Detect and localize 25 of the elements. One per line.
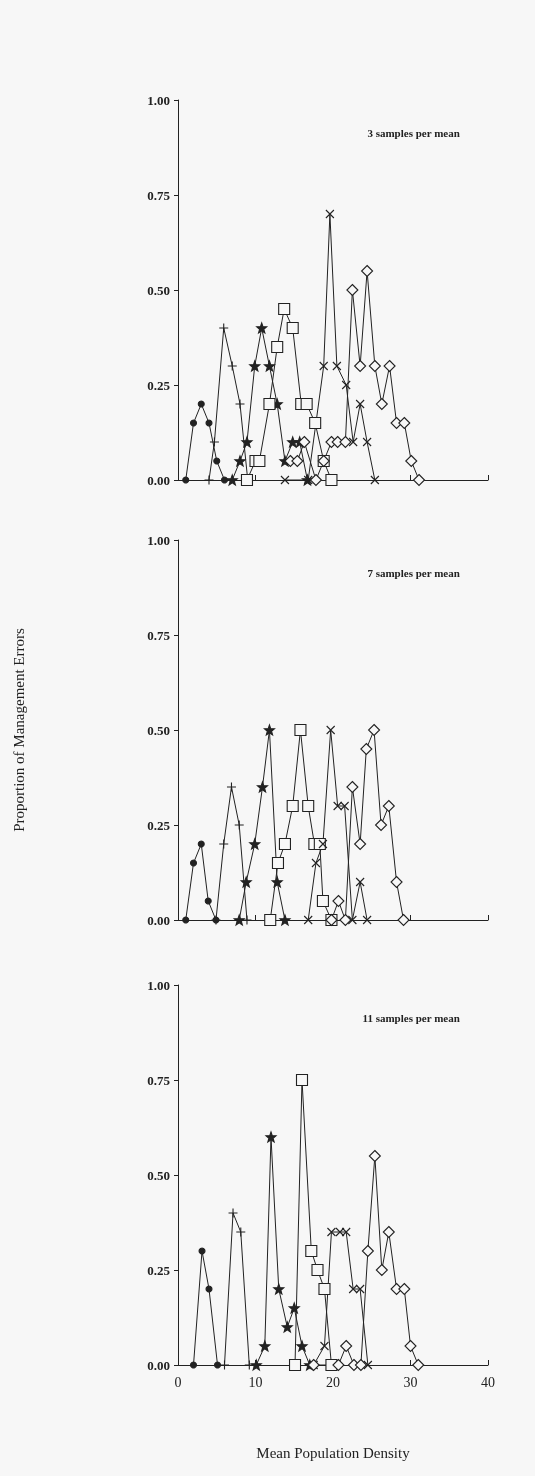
y-tick-label: 0.25 bbox=[147, 817, 171, 833]
text: 3 samples per mean bbox=[367, 126, 460, 139]
y-tick-label: 0.00 bbox=[147, 472, 170, 488]
y-tick-label: 0.75 bbox=[147, 627, 171, 643]
x-tick-label: 30 bbox=[403, 1374, 418, 1390]
y-tick-label: 0.25 bbox=[147, 377, 171, 393]
y-tick-label: 0.25 bbox=[147, 1262, 171, 1278]
y-tick-label: 1.00 bbox=[147, 977, 170, 993]
x-tick-label: 10 bbox=[248, 1374, 263, 1390]
y-tick-label: 1.00 bbox=[147, 532, 170, 548]
y-axis-title: Proportion of Management Errors bbox=[10, 627, 27, 832]
x-axis-title: Mean Population Density bbox=[256, 1444, 411, 1461]
y-tick-label: 0.00 bbox=[147, 1357, 170, 1373]
y-tick-label: 0.50 bbox=[147, 1167, 170, 1183]
text: 11 samples per mean bbox=[362, 1011, 460, 1024]
y-tick-label: 0.50 bbox=[147, 722, 170, 738]
text: 7 samples per mean bbox=[367, 566, 460, 579]
y-tick-label: 0.50 bbox=[147, 282, 170, 298]
x-tick-label: 40 bbox=[481, 1374, 495, 1390]
y-tick-label: 0.00 bbox=[147, 912, 170, 928]
x-tick-label: 20 bbox=[326, 1374, 340, 1390]
y-tick-label: 1.00 bbox=[147, 92, 170, 108]
x-tick-label: 0 bbox=[174, 1374, 182, 1390]
y-tick-label: 0.75 bbox=[147, 187, 171, 203]
y-tick-label: 0.75 bbox=[147, 1072, 171, 1088]
